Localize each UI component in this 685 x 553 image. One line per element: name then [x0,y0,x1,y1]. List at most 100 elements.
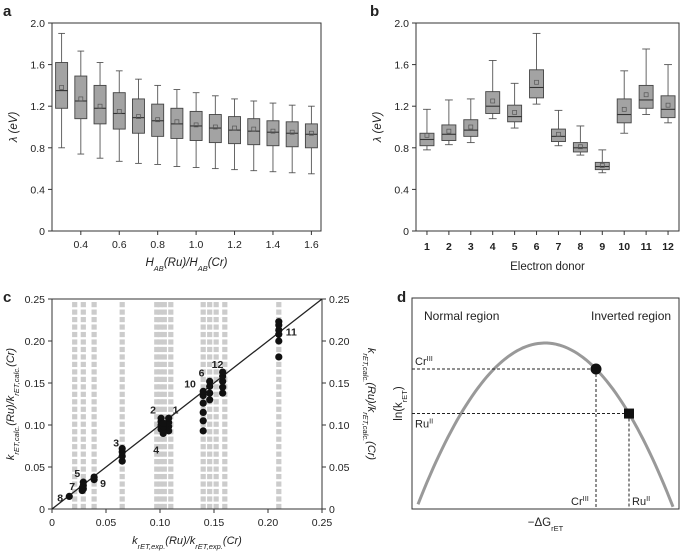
background-sample-marker [157,473,163,480]
background-sample-marker [154,339,160,345]
background-sample-marker [200,361,206,368]
y-tick-label-left: 0 [39,504,45,516]
point-label: 4 [153,444,159,456]
background-sample-marker [213,316,219,323]
background-sample-marker [200,384,206,390]
background-sample-marker [119,406,125,412]
background-sample-marker [119,503,125,510]
data-point [78,484,86,492]
background-sample-marker [168,354,174,360]
box-mean-marker [643,92,649,98]
background-sample-marker [80,361,86,368]
background-sample-marker [200,346,206,353]
background-sample-marker [168,473,174,480]
background-sample-marker [154,444,160,450]
x-axis-label: −ΔGrET [528,517,564,533]
background-sample-marker [207,302,213,308]
background-sample-marker [119,369,125,375]
background-sample-marker [154,414,160,420]
box-iqr [304,123,318,149]
box-mean-marker [309,130,314,136]
background-sample-marker [168,309,174,315]
background-sample-marker [207,331,213,338]
y-tick-label-right: 0.25 [329,294,350,306]
x-tick-label: 0.20 [258,517,279,529]
marcus-parabola [416,341,675,508]
box-iqr [616,98,632,124]
background-sample-marker [200,496,206,502]
background-sample-marker [161,436,167,442]
background-sample-marker [72,339,78,345]
x-tick-label: 0.8 [150,239,165,251]
background-sample-marker [154,302,160,308]
data-point [90,473,98,481]
background-sample-marker [276,414,282,420]
background-sample-marker [213,369,219,375]
box-mean-marker [468,124,474,130]
background-sample-marker [157,346,163,353]
background-sample-marker [213,376,219,382]
background-sample-marker [80,414,86,420]
background-sample-marker [72,466,78,472]
background-sample-marker [119,496,125,502]
background-sample-marker [91,339,97,345]
background-sample-marker [222,302,228,308]
background-sample-marker [161,399,167,405]
background-sample-marker [200,451,206,457]
background-sample-marker [91,361,97,368]
background-sample-marker [91,406,97,412]
x-tick-label: 12 [662,241,674,253]
point-label: 3 [113,438,119,450]
background-sample-marker [91,421,97,427]
background-sample-marker [168,391,174,397]
x-tick-label: 5 [512,241,518,253]
background-sample-marker [213,436,219,442]
background-sample-marker [72,302,78,308]
x-tick-label: 0.05 [96,517,117,529]
ru-x-label: RuII [632,494,650,509]
data-point [275,353,283,361]
background-sample-marker [207,488,213,495]
background-sample-marker [168,459,174,465]
box-mean-marker [232,125,237,131]
background-sample-marker [222,444,228,450]
plot-frame [411,297,680,510]
background-sample-marker [222,466,228,472]
background-sample-marker [72,384,78,390]
y-tick-label-right: 0.15 [329,378,350,390]
background-sample-marker [154,459,160,465]
background-sample-marker [168,384,174,390]
background-sample-marker [200,369,206,375]
background-sample-marker [276,361,282,368]
background-sample-marker [91,384,97,390]
background-sample-marker [276,466,282,472]
background-sample-marker [213,399,219,405]
background-sample-marker [161,406,167,412]
box-mean-marker [490,98,496,104]
x-tick-label: 10 [618,241,630,253]
background-sample-marker [157,361,163,368]
data-point [206,377,214,385]
y-tick-label: 0 [39,226,45,238]
background-sample-marker [157,444,163,450]
background-sample-marker [154,481,160,487]
background-sample-marker [91,414,97,420]
panel-c-scatter-chart: 0 00.05 0.050.10 0.100.15 0.150.20 0.200.25 0.… [5,294,377,551]
box-mean-marker [534,79,539,85]
background-sample-marker [200,444,206,450]
background-sample-marker [72,376,78,382]
background-sample-marker [157,466,163,472]
background-sample-marker [91,503,97,510]
background-sample-marker [213,354,219,360]
box-iqr [463,119,479,137]
y-tick-label: 2.0 [394,18,409,30]
background-sample-marker [72,406,78,412]
x-tick-label: 0.25 [312,517,333,529]
background-sample-marker [213,406,219,412]
background-sample-marker [161,316,167,323]
background-sample-marker [80,466,86,472]
cr-point-marker [590,363,602,375]
background-sample-marker [72,473,78,480]
background-sample-marker [72,444,78,450]
box-mean-marker [78,96,84,102]
